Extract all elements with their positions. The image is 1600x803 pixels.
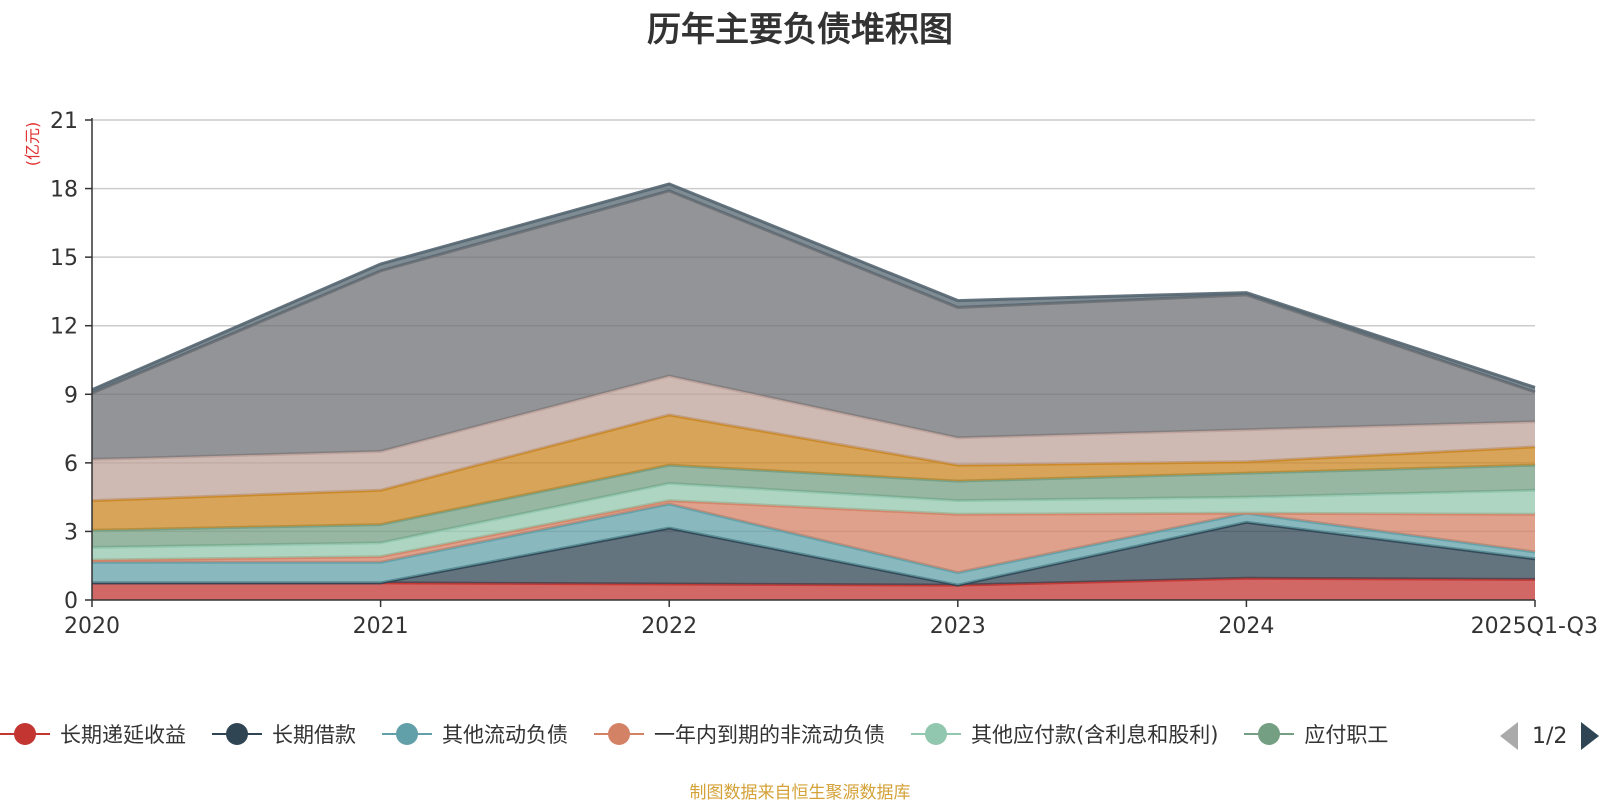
legend-marker-icon — [0, 714, 50, 754]
legend-item[interactable]: 一年内到期的非流动负债 — [594, 714, 885, 754]
y-tick-label: 18 — [50, 178, 78, 203]
legend-label: 一年内到期的非流动负债 — [654, 723, 885, 747]
x-tick-label: 2024 — [1218, 614, 1274, 639]
y-tick-label: 15 — [50, 246, 78, 271]
legend-pager: 1/2 — [1500, 718, 1600, 754]
x-tick-label: 2021 — [353, 614, 409, 639]
area-series-7 — [92, 376, 1535, 501]
legend-next-page-icon[interactable] — [1581, 722, 1600, 750]
legend-item[interactable]: 其他流动负债 — [382, 714, 568, 754]
chart-plot: 0 3 6 9 12 15 18 21 2020 2021 2022 2023 2024 2025Q1-Q… — [23, 109, 1598, 639]
area-series — [91, 182, 1536, 600]
legend-marker-icon — [911, 714, 961, 754]
chart-title: 历年主要负债堆积图 — [647, 10, 953, 50]
legend-item[interactable]: 应付职工 — [1244, 714, 1388, 754]
legend-item[interactable]: 长期递延收益 — [0, 714, 186, 754]
axes: 0 3 6 9 12 15 18 21 2020 2021 2022 2023 2024 2025Q1-Q… — [50, 109, 1598, 639]
x-tick-label: 2023 — [930, 614, 986, 639]
legend-label: 长期借款 — [272, 723, 356, 747]
legend-page-indicator: 1/2 — [1532, 723, 1568, 749]
y-axis-unit-label: (亿元) — [23, 122, 42, 167]
legend-item[interactable]: 长期借款 — [212, 714, 356, 754]
source-note: 制图数据来自恒生聚源数据库 — [689, 783, 911, 803]
legend-label: 长期递延收益 — [60, 723, 186, 747]
y-tick-label: 9 — [64, 383, 78, 408]
area-series-2 — [92, 504, 1535, 586]
x-tick-label: 2022 — [641, 614, 697, 639]
y-tick-label: 12 — [50, 315, 78, 340]
area-series-8 — [92, 190, 1535, 460]
legend-label: 其他流动负债 — [442, 723, 568, 747]
x-tick-label: 2020 — [64, 614, 120, 639]
y-tick-label: 6 — [64, 452, 78, 477]
legend-marker-icon — [594, 714, 644, 754]
legend-marker-icon — [212, 714, 262, 754]
legend: 长期递延收益 长期借款 其他流动负债 一年内到期的非流动负债 其他应付款(含利息和股利)… — [0, 700, 1600, 747]
area-series-4 — [92, 483, 1535, 560]
legend-item[interactable]: 其他应付款(含利息和股利) — [911, 714, 1218, 754]
legend-label: 其他应付款(含利息和股利) — [971, 723, 1219, 747]
series-line-9 — [91, 182, 1536, 392]
y-tick-label: 0 — [64, 589, 78, 614]
legend-label: 应付职工 — [1304, 723, 1389, 747]
legend-marker-icon — [1244, 714, 1295, 754]
y-tick-label: 3 — [64, 520, 78, 545]
area-series-5 — [92, 465, 1535, 548]
legend-marker-icon — [382, 714, 432, 754]
area-series-6 — [92, 414, 1535, 531]
area-series-3 — [92, 500, 1535, 573]
y-tick-label: 21 — [50, 109, 78, 134]
legend-prev-page-icon[interactable] — [1500, 722, 1518, 750]
x-tick-label: 2025Q1-Q3 — [1471, 614, 1598, 639]
